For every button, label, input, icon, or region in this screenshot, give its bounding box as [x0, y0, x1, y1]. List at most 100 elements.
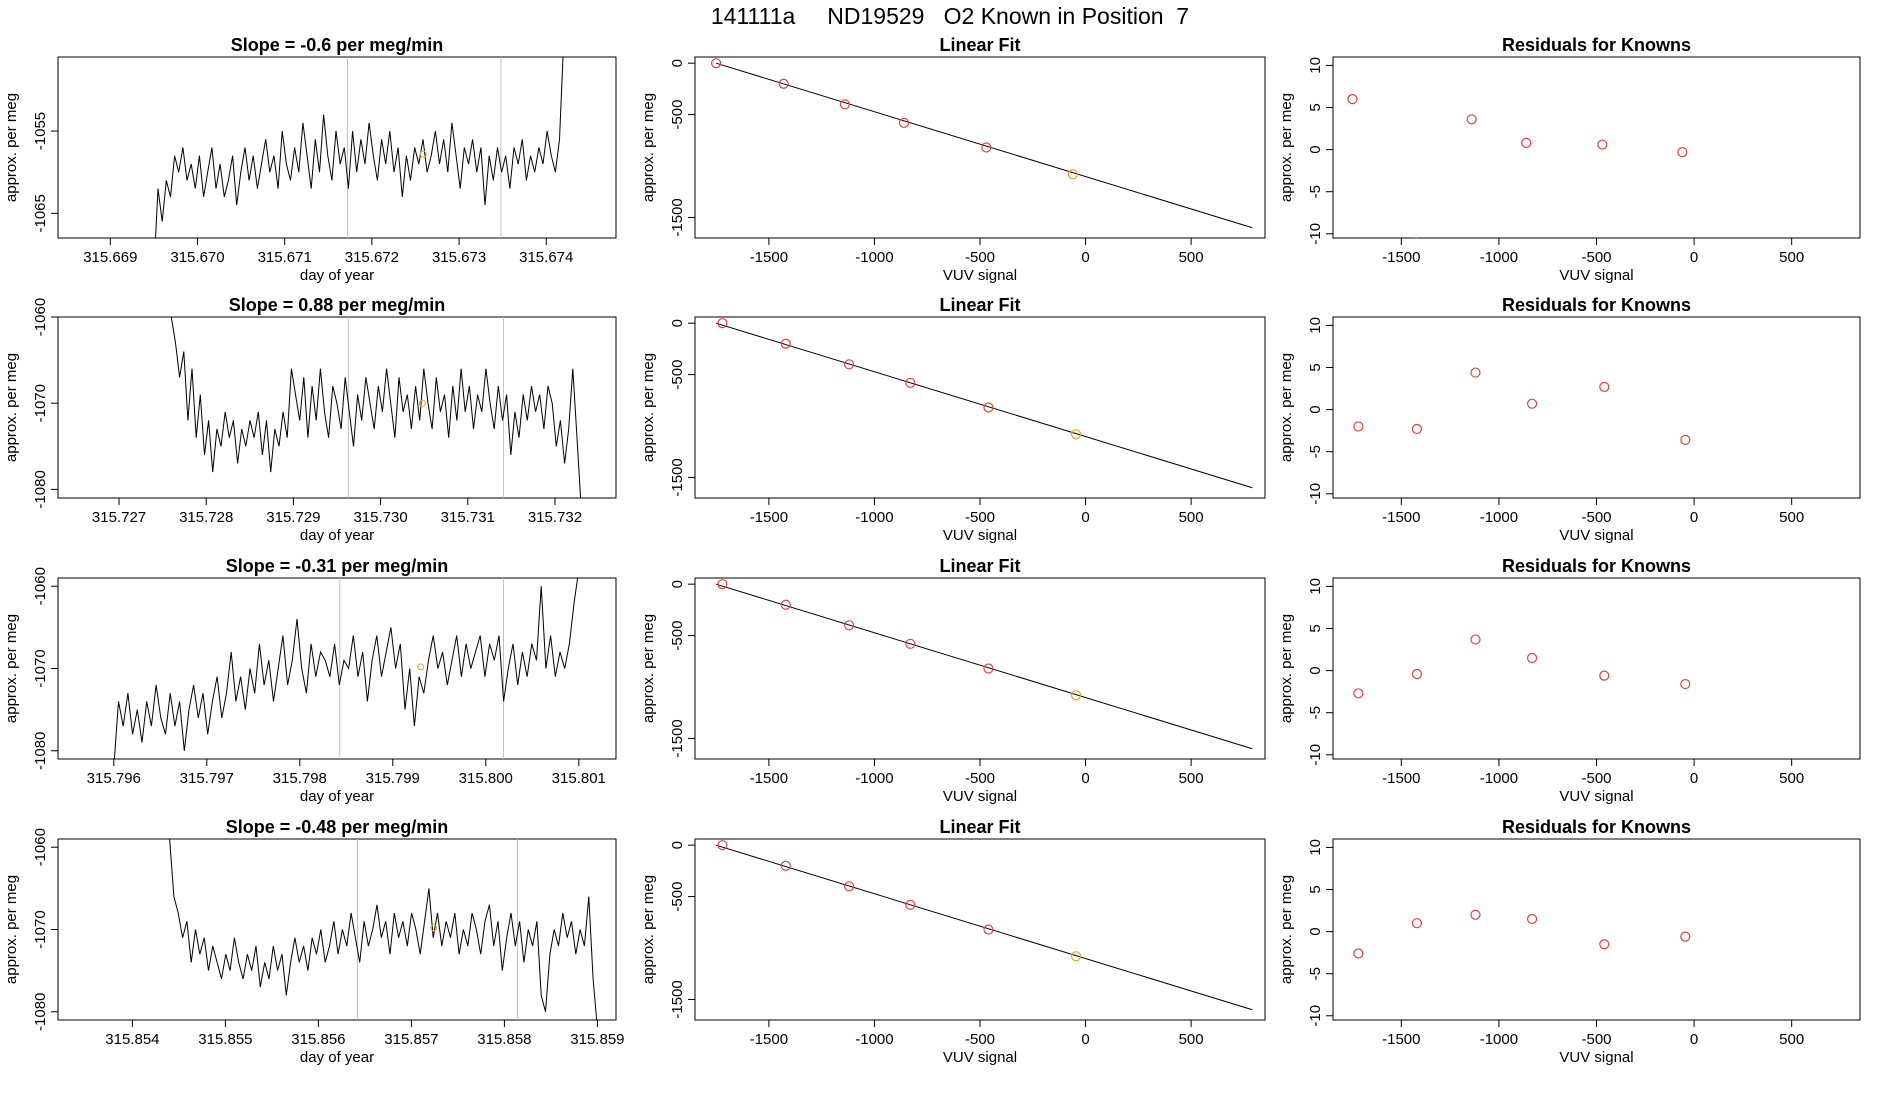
x-tick-label: -500 [1581, 770, 1611, 787]
x-tick-label: -1000 [855, 509, 893, 526]
x-tick-label: 0 [1690, 509, 1698, 526]
y-tick-label: 10 [1307, 317, 1324, 334]
x-tick-label: 500 [1179, 770, 1204, 787]
x-tick-label: 315.732 [528, 509, 582, 526]
known-point [1353, 688, 1364, 699]
signal-trace [169, 839, 598, 1020]
y-tick-label: -5 [1307, 706, 1324, 719]
time-series-2: Slope = 0.88 per meg/min 315.727 315.728 31… [3, 295, 617, 544]
tank-id: ND19529 [827, 3, 925, 29]
x-axis-label: VUV signal [1559, 788, 1633, 805]
y-tick-label: -10 [1307, 483, 1324, 505]
run-id: 141111a [710, 3, 796, 29]
y-tick-label: -1060 [32, 828, 49, 866]
y-tick-label: 5 [1307, 103, 1324, 111]
plot-frame [694, 838, 1266, 1021]
y-tick-label: -1060 [32, 567, 49, 605]
x-tick-label: -500 [965, 1031, 995, 1048]
x-tick-label: 315.859 [570, 1031, 624, 1048]
y-axis-label: approx. per meg [1278, 353, 1295, 462]
x-axis-label: VUV signal [943, 527, 1017, 544]
y-tick-label: -500 [669, 621, 686, 651]
known-point [717, 579, 728, 590]
mean-marker [430, 924, 438, 932]
known-point [1466, 114, 1477, 125]
x-tick-label: -1000 [1480, 249, 1518, 266]
known-point [717, 840, 728, 851]
known-point [1526, 913, 1538, 925]
x-tick-label: -1000 [1480, 509, 1518, 526]
x-tick-label: 0 [1081, 249, 1089, 266]
known-point [983, 663, 994, 674]
x-axis-label: VUV signal [943, 267, 1017, 284]
known-point [717, 318, 728, 329]
y-tick-label: 10 [1307, 578, 1324, 595]
plot-area [715, 840, 1253, 1011]
x-tick-label: -1500 [1382, 770, 1420, 787]
x-axis-label: VUV signal [943, 1049, 1017, 1066]
time-series-3: Slope = -0.31 per meg/min 315.796 315.797 3… [3, 556, 617, 805]
linear-fit-3: Linear Fit -1500 -1000 -500 0 500 VUV signal 0 -… [640, 556, 1266, 805]
x-tick-label: 315.796 [87, 770, 141, 787]
known-point [1411, 918, 1423, 929]
mean-marker [419, 150, 427, 158]
y-tick-label: -1055 [32, 112, 49, 150]
plot-area [169, 839, 598, 1020]
x-tick-label: 0 [1081, 1031, 1089, 1048]
known-point [778, 78, 789, 89]
x-tick-label: 315.672 [345, 249, 399, 266]
plot-area [711, 58, 1253, 229]
known-point [1411, 668, 1423, 680]
residuals-1: Residuals for Knowns -1500 -1000 -500 0 500 VU… [1278, 35, 1861, 284]
known-point [711, 58, 722, 69]
x-tick-label: 315.729 [266, 509, 320, 526]
x-tick-label: 0 [1690, 249, 1698, 266]
known-point [1599, 939, 1610, 950]
x-tick-label: -1000 [1480, 1031, 1518, 1048]
x-axis-label: VUV signal [1559, 267, 1633, 284]
plot-frame [694, 577, 1266, 760]
title-description: O2 Known in Position 7 [943, 3, 1190, 29]
page-title: 141111a ND19529 O2 Known in Position 7 [0, 3, 1900, 30]
y-tick-label: -5 [1307, 967, 1324, 980]
y-axis-label: approx. per meg [3, 353, 20, 462]
x-tick-label: -1500 [1382, 509, 1420, 526]
x-tick-label: 315.669 [83, 249, 137, 266]
x-axis-label: VUV signal [1559, 527, 1633, 544]
plot-area [1353, 367, 1691, 446]
x-tick-label: 315.854 [105, 1031, 159, 1048]
y-tick-label: -1500 [669, 458, 686, 496]
known-point [905, 638, 916, 649]
y-tick-label: 5 [1307, 624, 1324, 632]
y-tick-label: -500 [669, 360, 686, 390]
x-tick-label: 315.799 [366, 770, 420, 787]
known-point [983, 402, 994, 413]
x-tick-label: 315.797 [180, 770, 234, 787]
plot-area [715, 579, 1253, 750]
x-axis-label: day of year [300, 267, 374, 284]
y-tick-label: 10 [1307, 839, 1324, 856]
plot-frame [1332, 56, 1861, 239]
residuals-2: Residuals for Knowns -1500 -1000 -500 0 500 VU… [1278, 295, 1861, 544]
time-series-4: Slope = -0.48 per meg/min 315.854 315.855 3… [3, 817, 625, 1066]
y-tick-label: 5 [1307, 363, 1324, 371]
plot-title: Slope = -0.48 per meg/min [226, 817, 449, 837]
x-tick-label: 0 [1081, 509, 1089, 526]
x-axis-label: VUV signal [1559, 1049, 1633, 1066]
plot-area [155, 57, 564, 238]
x-tick-label: 0 [1690, 1031, 1698, 1048]
x-tick-label: 315.800 [459, 770, 513, 787]
known-point [905, 377, 916, 388]
plot-frame [57, 838, 617, 1021]
linear-fit-4: Linear Fit -1500 -1000 -500 0 500 VUV signal 0 -… [640, 817, 1266, 1066]
x-tick-label: 315.857 [384, 1031, 438, 1048]
known-point [1521, 137, 1532, 148]
x-axis-label: day of year [300, 788, 374, 805]
y-tick-label: -10 [1307, 744, 1324, 766]
x-tick-label: 315.798 [273, 770, 327, 787]
plot-title: Residuals for Knowns [1502, 295, 1691, 315]
y-tick-label: 0 [669, 841, 686, 849]
residuals-3: Residuals for Knowns -1500 -1000 -500 0 500 VU… [1278, 556, 1861, 805]
y-tick-label: 0 [1307, 145, 1324, 153]
